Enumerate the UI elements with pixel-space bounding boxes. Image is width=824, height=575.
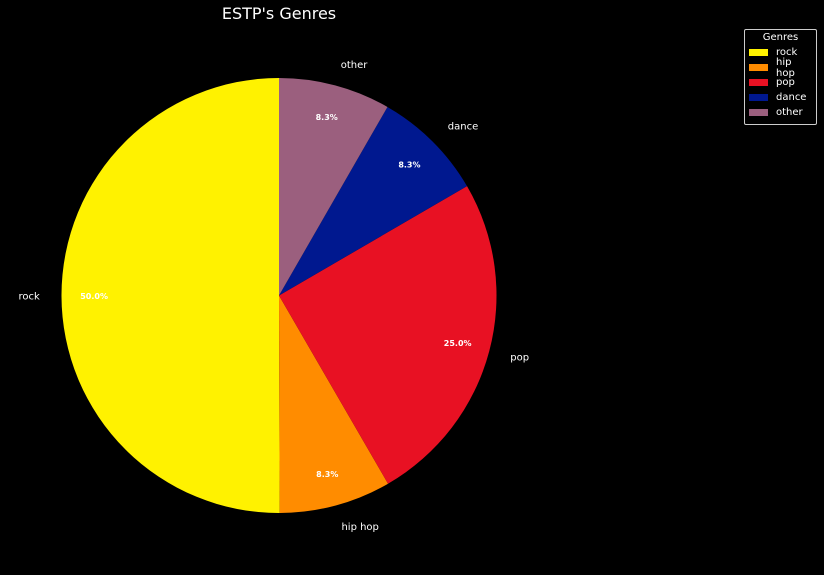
percent-label-dance: 8.3% (398, 160, 420, 169)
legend-label: hip hop (776, 56, 795, 79)
pie-labels: rock 50.0% hip hop 8.3% pop 25.0% dance 8.3% oth… (18, 60, 529, 533)
slice-label-hip-hop: hip hop (341, 522, 378, 533)
slice-label-pop: pop (510, 352, 529, 363)
pie-slices (61, 78, 497, 514)
percent-label-pop: 25.0% (444, 339, 472, 348)
slice-label-dance: dance (448, 121, 478, 132)
legend-item-pop: pop (749, 75, 812, 90)
percent-label-hip-hop: 8.3% (316, 470, 338, 479)
legend-label: other (776, 107, 803, 118)
percent-label-rock: 50.0% (80, 292, 108, 301)
legend: Genres rock hip hop pop dance other (744, 29, 817, 125)
slice-label-other: other (341, 60, 369, 71)
legend-item-dance: dance (749, 90, 812, 105)
percent-label-other: 8.3% (316, 113, 338, 122)
legend-label: dance (776, 92, 807, 103)
legend-swatch (749, 109, 768, 116)
legend-item-other: other (749, 105, 812, 120)
pie-slice-rock (61, 78, 280, 514)
legend-item-rock: rock (749, 45, 812, 60)
legend-item-hip-hop: hip hop (749, 57, 812, 79)
legend-swatch (749, 64, 768, 71)
legend-label: pop (776, 77, 795, 88)
legend-items: rock hip hop pop dance other (749, 45, 812, 120)
legend-swatch (749, 79, 768, 86)
legend-swatch (749, 49, 768, 56)
legend-title: Genres (762, 32, 799, 43)
legend-swatch (749, 94, 768, 101)
pie-slice-other (279, 78, 388, 296)
legend-label: rock (776, 47, 798, 58)
chart-title: ESTP's Genres (222, 4, 336, 23)
pie-slice-hip-hop (279, 295, 389, 513)
pie-slice-dance (279, 106, 468, 296)
slice-label-rock: rock (18, 291, 40, 302)
pie-slice-pop (279, 186, 497, 484)
